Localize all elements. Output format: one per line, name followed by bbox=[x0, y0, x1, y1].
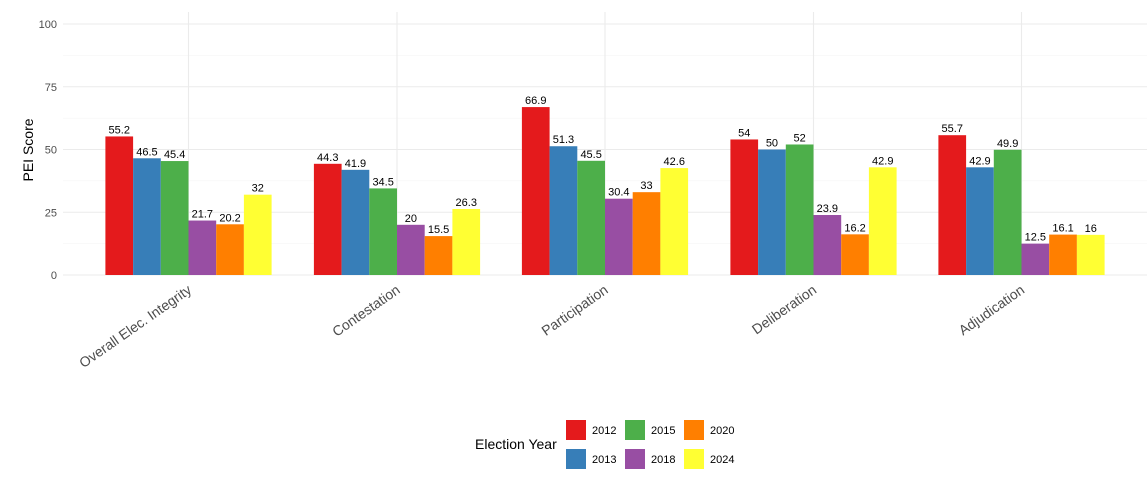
bar-2020 bbox=[1049, 234, 1077, 275]
bar-2024 bbox=[660, 168, 689, 275]
data-label: 41.9 bbox=[345, 158, 366, 170]
y-tick-label: 100 bbox=[39, 19, 57, 31]
y-axis-title: PEI Score bbox=[20, 118, 36, 181]
data-label: 16.2 bbox=[844, 222, 865, 234]
data-label: 55.2 bbox=[109, 124, 130, 136]
category-label: Contestation bbox=[329, 281, 403, 339]
legend-title: Election Year bbox=[475, 436, 557, 452]
data-label: 45.5 bbox=[580, 149, 601, 161]
data-label: 30.4 bbox=[608, 187, 629, 199]
data-label: 42.9 bbox=[872, 155, 893, 167]
bar-2012 bbox=[730, 139, 759, 275]
data-label: 34.5 bbox=[372, 176, 393, 188]
legend-swatch-2018 bbox=[625, 449, 645, 469]
category-label: Overall Elec. Integrity bbox=[76, 281, 194, 370]
y-axis-ticks: 0 25 50 75 100 bbox=[39, 19, 57, 282]
legend-label: 2018 bbox=[651, 454, 675, 466]
bar-2024 bbox=[1076, 234, 1105, 275]
legend-swatch-2013 bbox=[566, 449, 586, 469]
bar-2020 bbox=[632, 192, 661, 275]
bar-2018 bbox=[188, 220, 217, 275]
bar-2018 bbox=[605, 198, 633, 275]
data-label: 42.9 bbox=[969, 155, 990, 167]
data-label: 32 bbox=[252, 183, 264, 195]
y-tick-label: 0 bbox=[51, 270, 57, 282]
bar-2020 bbox=[424, 236, 453, 275]
legend: Election Year 2012 2013 2015 2018 2020 2024 bbox=[475, 420, 734, 469]
legend-label: 2012 bbox=[592, 425, 616, 437]
data-label: 55.7 bbox=[942, 123, 963, 135]
legend-label: 2024 bbox=[710, 454, 734, 466]
bar-2015 bbox=[993, 149, 1022, 275]
legend-swatch-2012 bbox=[566, 420, 586, 440]
data-label: 15.5 bbox=[428, 224, 449, 236]
legend-swatch-2024 bbox=[684, 449, 704, 469]
data-label: 16.1 bbox=[1052, 223, 1073, 235]
data-label: 51.3 bbox=[553, 134, 574, 146]
bar-2020 bbox=[841, 234, 869, 275]
legend-label: 2013 bbox=[592, 454, 616, 466]
data-label: 20 bbox=[405, 213, 417, 225]
bar-2015 bbox=[160, 161, 189, 275]
legend-label: 2015 bbox=[651, 425, 675, 437]
data-label: 50 bbox=[766, 138, 778, 150]
data-label: 49.9 bbox=[997, 138, 1018, 150]
data-label: 66.9 bbox=[525, 95, 546, 107]
legend-label: 2020 bbox=[710, 425, 734, 437]
y-tick-label: 75 bbox=[45, 82, 57, 94]
bar-2020 bbox=[216, 224, 244, 275]
data-labels: 55.2 46.5 45.4 21.7 20.2 32 44.3 41.9 34.5 20 15.5… bbox=[109, 95, 1097, 244]
bar-2018 bbox=[397, 224, 425, 275]
bar-2013 bbox=[966, 167, 994, 275]
bar-2012 bbox=[521, 107, 550, 276]
data-label: 23.9 bbox=[817, 203, 838, 215]
data-label: 20.2 bbox=[219, 212, 240, 224]
data-label: 44.3 bbox=[317, 152, 338, 164]
bar-2013 bbox=[758, 149, 786, 275]
bar-2012 bbox=[105, 136, 134, 275]
data-label: 33 bbox=[640, 180, 652, 192]
data-label: 54 bbox=[738, 127, 750, 139]
category-label: Participation bbox=[538, 281, 610, 338]
bar-2018 bbox=[813, 215, 842, 275]
bar-2024 bbox=[868, 167, 897, 275]
x-axis-categories: Overall Elec. Integrity Contestation Parti… bbox=[76, 281, 1027, 370]
bar-2015 bbox=[369, 188, 397, 275]
category-label: Deliberation bbox=[749, 281, 819, 337]
bar-2012 bbox=[938, 135, 967, 275]
data-label: 46.5 bbox=[136, 146, 157, 158]
data-label: 26.3 bbox=[456, 197, 477, 209]
bars bbox=[105, 107, 1105, 276]
bar-2013 bbox=[341, 169, 370, 275]
bar-2018 bbox=[1021, 243, 1050, 275]
bar-2013 bbox=[133, 158, 161, 275]
legend-swatch-2015 bbox=[625, 420, 645, 440]
data-label: 52 bbox=[794, 132, 806, 144]
y-tick-label: 25 bbox=[45, 207, 57, 219]
data-label: 12.5 bbox=[1025, 232, 1046, 244]
data-label: 16 bbox=[1085, 223, 1097, 235]
bar-2015 bbox=[785, 144, 814, 275]
data-label: 21.7 bbox=[192, 209, 213, 221]
bar-2015 bbox=[577, 160, 605, 275]
bar-2013 bbox=[549, 146, 578, 275]
bar-2024 bbox=[452, 208, 481, 275]
legend-swatch-2020 bbox=[684, 420, 704, 440]
data-label: 45.4 bbox=[164, 149, 185, 161]
y-tick-label: 50 bbox=[45, 145, 57, 157]
bar-2024 bbox=[243, 194, 272, 275]
data-label: 42.6 bbox=[664, 156, 685, 168]
bar-2012 bbox=[313, 163, 342, 275]
category-label: Adjudication bbox=[956, 281, 1028, 338]
